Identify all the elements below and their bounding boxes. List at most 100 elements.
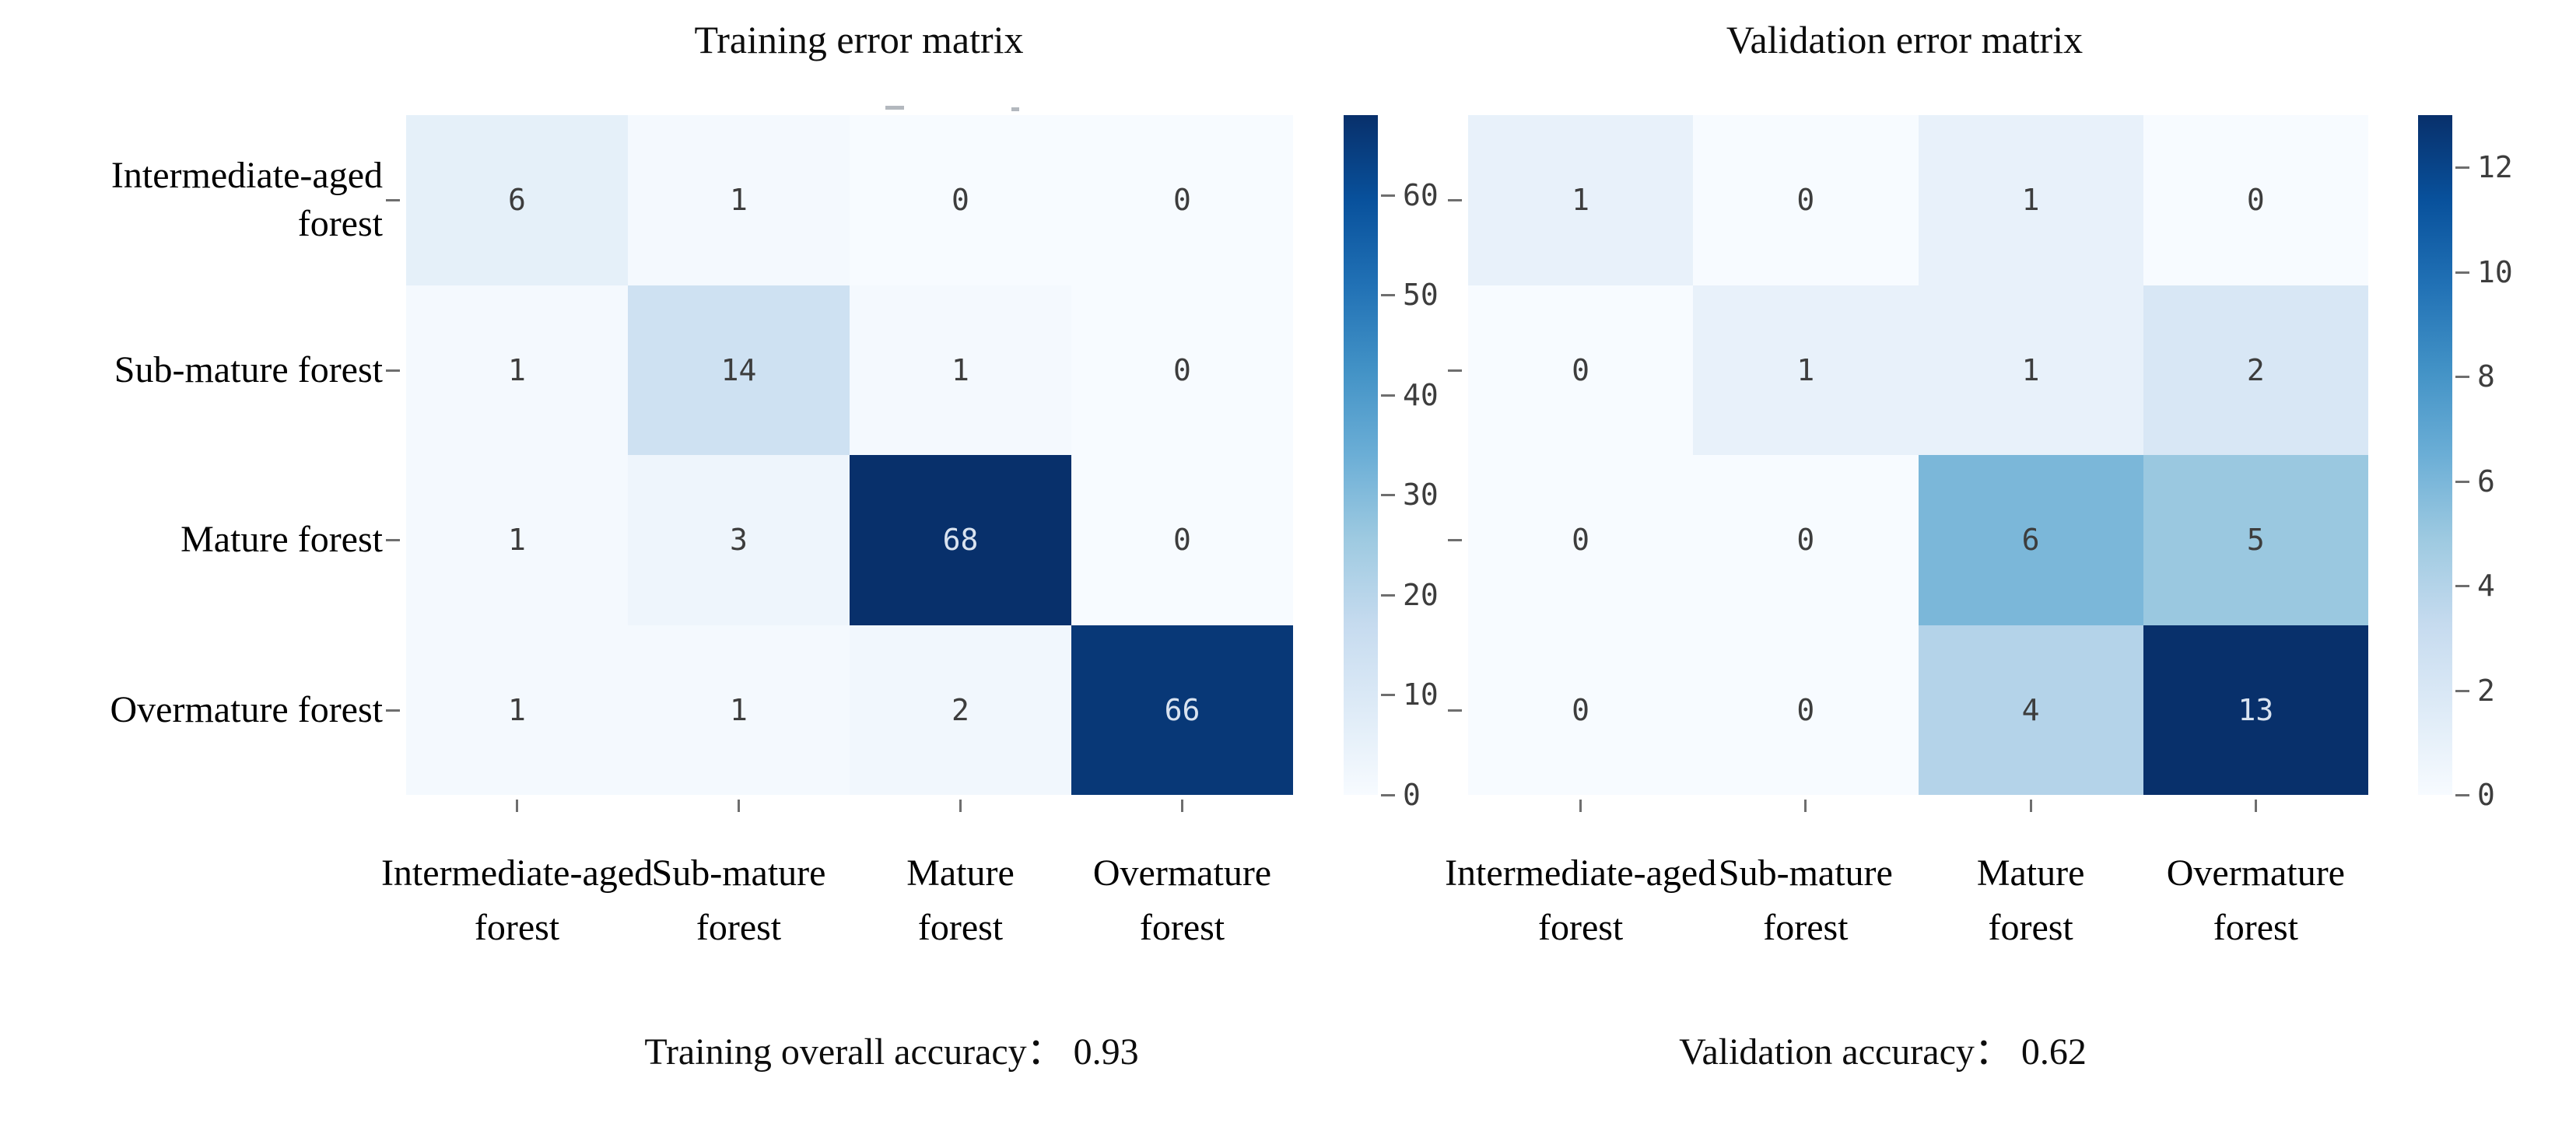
cell-value: 0	[1572, 523, 1590, 558]
colorbar-tick-label: 10	[2477, 254, 2513, 289]
col-label: Intermediate-aged forest	[380, 852, 654, 948]
cell-value: 1	[2021, 183, 2040, 218]
col-label: Intermediate-aged forest	[1445, 852, 1717, 948]
validation-accuracy-caption: Validation accuracy： 0.62	[1679, 1031, 2087, 1073]
col-label: Sub-mature forest	[1718, 852, 1893, 948]
colorbar-tick-label: 20	[1403, 577, 1439, 612]
cell-value: 5	[2246, 523, 2265, 558]
colorbar-tick-label: 12	[2477, 150, 2513, 185]
heatmap-cell-r1c1: 14	[628, 285, 850, 455]
heatmap-cell-r0c0: 1	[1468, 115, 1694, 285]
y-axis-tick	[1448, 709, 1462, 712]
cell-value: 1	[508, 692, 526, 727]
x-axis-tick	[1181, 800, 1183, 812]
cell-value: 1	[508, 523, 526, 558]
colorbar-tick-label: 60	[1403, 177, 1439, 212]
colorbar-tick	[2455, 271, 2469, 274]
heatmap-cell-r2c3: 0	[1071, 455, 1293, 625]
y-axis-tick	[386, 539, 400, 542]
colorbar-tick	[1381, 794, 1395, 796]
x-axis-tick	[516, 800, 518, 812]
colorbar-tick	[2455, 166, 2469, 170]
heatmap-cell-r2c1: 0	[1693, 455, 1919, 625]
colorbar-tick-label: 4	[2477, 569, 2495, 604]
heatmap-cell-r3c0: 1	[406, 625, 628, 795]
x-axis-tick	[2029, 800, 2032, 812]
validation-colorbar	[2418, 115, 2452, 795]
colorbar-tick	[1381, 694, 1395, 697]
heatmap-cell-r3c3: 13	[2143, 625, 2368, 795]
cell-value: 0	[1572, 692, 1590, 727]
training-accuracy-caption: Training overall accuracy： 0.93	[644, 1031, 1139, 1073]
cell-value: 0	[952, 183, 969, 218]
colorbar-tick-label: 6	[2477, 464, 2495, 499]
colorbar-tick-label: 0	[2477, 778, 2495, 812]
colorbar-tick	[1381, 294, 1395, 297]
colorbar-tick	[2455, 794, 2469, 796]
row-label: Overmature forest	[110, 688, 383, 730]
colorbar-tick-label: 40	[1403, 377, 1439, 412]
y-axis-tick	[386, 199, 400, 202]
colorbar-tick-label: 30	[1403, 478, 1439, 513]
colorbar-tick	[1381, 494, 1395, 497]
training-colorbar	[1344, 115, 1378, 795]
heatmap-cell-r2c1: 3	[628, 455, 850, 625]
heatmap-cell-r0c1: 0	[1693, 115, 1919, 285]
x-axis-tick	[2254, 800, 2257, 812]
x-axis-tick	[1579, 800, 1582, 812]
col-label: Mature forest	[1976, 852, 2085, 948]
colorbar-tick-label: 2	[2477, 673, 2495, 708]
heatmap-cell-r0c3: 0	[1071, 115, 1293, 285]
heatmap-cell-r1c3: 0	[1071, 285, 1293, 455]
heatmap-cell-r0c2: 0	[850, 115, 1071, 285]
heatmap-cell-r3c3: 66	[1071, 625, 1293, 795]
colorbar-tick	[1381, 593, 1395, 597]
heatmap-cell-r1c1: 1	[1693, 285, 1919, 455]
col-label: Overmature forest	[2166, 852, 2345, 948]
cell-value: 0	[1173, 352, 1191, 387]
cell-value: 0	[2246, 183, 2265, 218]
row-label: Mature forest	[180, 519, 383, 561]
cell-value: 2	[952, 692, 969, 727]
heatmap-cell-r1c0: 0	[1468, 285, 1694, 455]
cell-value: 1	[730, 183, 748, 218]
cell-value: 0	[1796, 523, 1815, 558]
cell-value: 68	[942, 523, 979, 558]
col-label: Overmature forest	[1092, 852, 1272, 948]
cell-value: 0	[1173, 523, 1191, 558]
heatmap-cell-r2c0: 0	[1468, 455, 1694, 625]
colorbar-tick	[2455, 480, 2469, 483]
cell-value: 2	[2246, 352, 2265, 387]
cell-value: 13	[2238, 692, 2274, 727]
y-axis-tick	[1448, 199, 1462, 202]
heatmap-cell-r0c0: 6	[406, 115, 628, 285]
heatmap-cell-r3c0: 0	[1468, 625, 1694, 795]
colorbar-tick-label: 50	[1403, 278, 1439, 313]
heatmap-cell-r2c2: 6	[1918, 455, 2143, 625]
x-axis-tick	[1804, 800, 1807, 812]
heatmap-cell-r0c2: 1	[1918, 115, 2143, 285]
y-axis-tick	[386, 369, 400, 372]
cell-value: 14	[720, 352, 757, 387]
heatmap-cell-r1c3: 2	[2143, 285, 2368, 455]
cell-value: 6	[508, 183, 526, 218]
training-heatmap: 6 1 0 0 1 14 1 0 1 3 68 0 1 1 2 66	[406, 115, 1293, 795]
cell-value: 0	[1572, 352, 1590, 387]
cell-value: 1	[952, 352, 969, 387]
colorbar-tick	[2455, 689, 2469, 692]
cell-value: 1	[1572, 183, 1590, 218]
col-label: Mature forest	[906, 852, 1015, 948]
colorbar-tick	[2455, 585, 2469, 588]
heatmap-cell-r3c1: 0	[1693, 625, 1919, 795]
heatmap-cell-r3c2: 2	[850, 625, 1071, 795]
colorbar-tick-label: 0	[1403, 778, 1421, 812]
cell-value: 0	[1796, 183, 1815, 218]
cell-value: 1	[2021, 352, 2040, 387]
heatmap-cell-r1c0: 1	[406, 285, 628, 455]
validation-heatmap: 1 0 1 0 0 1 1 2 0 0 6 5 0 0 4 13	[1468, 115, 2368, 795]
colorbar-tick-label: 10	[1403, 677, 1439, 712]
stray-tick-artifact	[885, 106, 904, 110]
heatmap-cell-r0c1: 1	[628, 115, 850, 285]
cell-value: 3	[730, 523, 748, 558]
